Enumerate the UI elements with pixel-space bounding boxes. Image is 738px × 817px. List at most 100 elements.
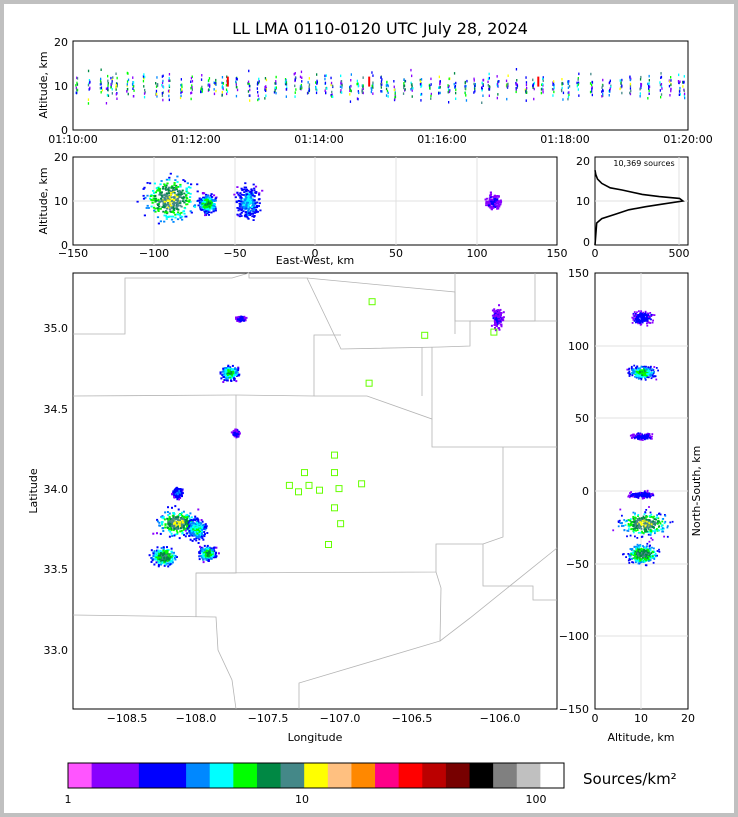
source-density-cell (650, 523, 653, 526)
source-density-cell (193, 538, 196, 541)
source-density-cell (651, 433, 654, 435)
source-density-cell (192, 519, 195, 522)
time-height-source (683, 75, 685, 78)
time-height-source (647, 82, 649, 86)
source-density-cell (654, 375, 657, 378)
time-height-source (143, 92, 146, 95)
time-height-source (330, 83, 332, 86)
source-density-cell (168, 520, 171, 523)
source-density-cell (159, 556, 162, 559)
time-height-source (307, 91, 310, 94)
time-height-source (236, 88, 239, 92)
source-density-cell (639, 521, 642, 523)
source-density-cell (486, 200, 489, 203)
source-density-cell (201, 524, 204, 527)
source-density-cell (621, 522, 623, 524)
time-height-source (429, 86, 431, 89)
source-density-cell (164, 211, 167, 214)
source-density-cell (200, 532, 203, 535)
source-density-cell (173, 209, 176, 211)
time-height-source (191, 80, 194, 83)
time-height-source (609, 79, 611, 83)
time-height-source (639, 87, 641, 91)
source-density-cell (212, 208, 215, 210)
time-height-ytick: 20 (54, 36, 68, 49)
time-height-source (181, 90, 183, 93)
source-density-cell (248, 203, 251, 205)
time-height-source (525, 81, 528, 84)
time-height-source (619, 79, 621, 82)
source-density-cell (185, 215, 188, 218)
source-density-cell (163, 564, 166, 567)
source-density-cell (230, 377, 233, 380)
source-density-cell (179, 488, 182, 491)
source-density-cell (196, 521, 198, 524)
time-height-source (362, 85, 364, 89)
lma-station-marker (368, 298, 376, 306)
source-density-cell (489, 193, 493, 196)
source-density-cell (638, 495, 640, 497)
source-density-cell (182, 210, 185, 213)
source-density-cell (642, 555, 644, 558)
time-height-source (506, 85, 508, 88)
time-height-source (100, 68, 102, 71)
source-density-cell (186, 527, 189, 530)
source-density-cell (499, 320, 502, 323)
source-density-cell (640, 524, 643, 526)
source-density-cell (493, 308, 496, 311)
source-density-cell (176, 498, 179, 501)
source-density-cell (187, 186, 190, 188)
source-density-cell (632, 516, 635, 518)
source-density-cell (211, 202, 214, 205)
source-density-cell (628, 553, 631, 556)
source-density-cell (632, 435, 635, 438)
source-density-cell (638, 518, 641, 521)
time-height-source (647, 97, 649, 100)
source-density-cell (188, 534, 191, 537)
source-density-cell (666, 526, 669, 529)
source-density-cell (176, 522, 179, 525)
source-density-cell (647, 550, 650, 552)
source-density-cell (201, 192, 205, 194)
time-height-source (386, 89, 389, 93)
source-density-cell (182, 517, 185, 520)
source-density-cell (155, 187, 158, 190)
time-height-source (257, 94, 259, 97)
source-density-cell (644, 547, 647, 549)
source-density-cell (202, 538, 205, 541)
source-density-cell (497, 316, 500, 319)
source-density-cell (173, 200, 176, 202)
source-density-cell (250, 188, 253, 191)
source-density-cell (495, 317, 498, 320)
time-height-source (191, 75, 193, 78)
source-density-cell (153, 182, 156, 185)
time-height-source (448, 77, 450, 81)
source-density-cell (206, 205, 209, 208)
source-density-cell (253, 215, 256, 217)
source-density-cell (176, 203, 179, 206)
source-density-cell (638, 376, 640, 379)
time-height-source (552, 87, 555, 91)
time-height-source (143, 77, 145, 80)
source-density-cell (185, 194, 188, 196)
source-density-cell (214, 199, 217, 202)
source-density-cell (493, 319, 496, 322)
source-density-cell (631, 369, 634, 372)
time-height-source (235, 83, 237, 86)
source-density-cell (502, 319, 505, 322)
time-height-source (591, 86, 593, 89)
source-density-cell (244, 182, 247, 185)
time-height-source (590, 72, 592, 76)
time-height-source (308, 85, 310, 89)
source-density-cell (199, 527, 202, 530)
source-density-cell (170, 218, 174, 221)
source-density-cell (222, 367, 225, 370)
time-height-source (285, 88, 288, 91)
source-density-cell (632, 557, 635, 560)
time-height-source (107, 82, 109, 85)
source-density-cell (200, 199, 203, 201)
source-density-cell (175, 496, 178, 499)
time-height-source (670, 79, 672, 82)
time-height-source (155, 89, 158, 93)
source-density-cell (178, 537, 181, 540)
